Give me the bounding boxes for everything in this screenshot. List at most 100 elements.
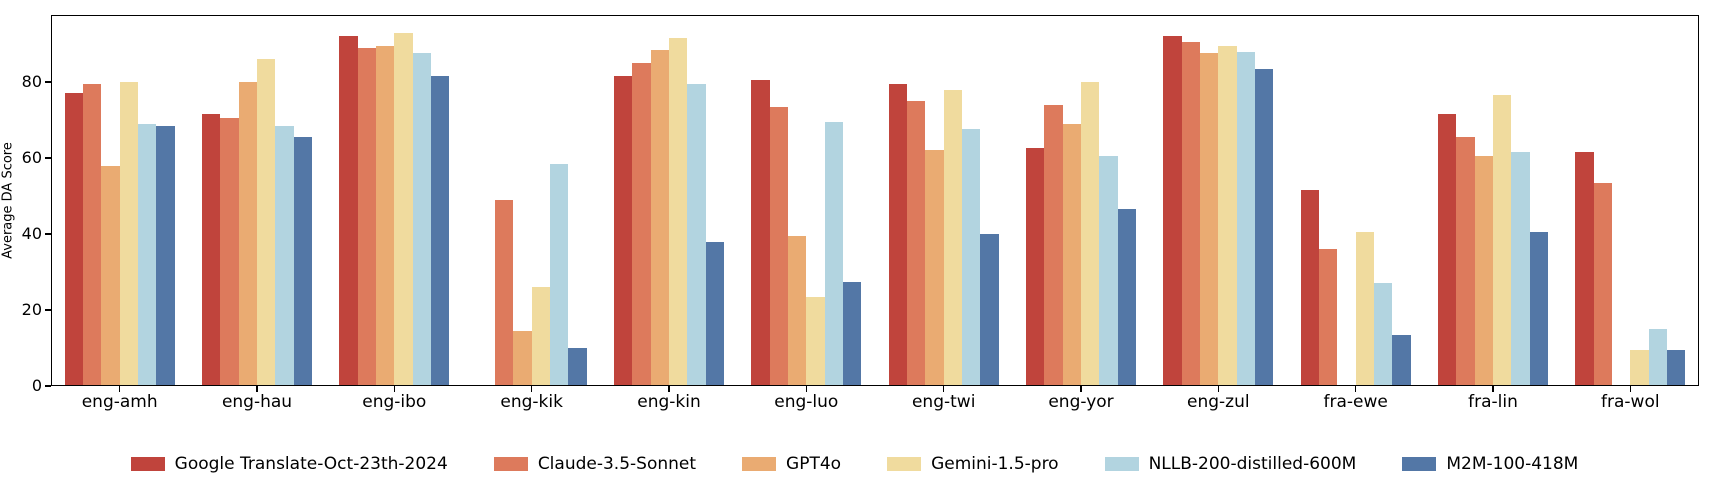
y-tick-mark	[45, 309, 51, 311]
y-tick-label: 80	[21, 71, 42, 91]
y-tick-mark	[45, 233, 51, 235]
bar	[119, 81, 138, 386]
y-tick-label: 40	[21, 224, 42, 243]
bar	[1374, 283, 1393, 386]
bar	[431, 76, 450, 386]
bar	[925, 150, 944, 386]
bar	[275, 125, 294, 386]
bar	[888, 83, 907, 386]
bar	[632, 62, 651, 386]
bar	[1392, 334, 1411, 386]
x-tick-label: eng-kin	[637, 392, 701, 412]
x-tick-mark	[1354, 386, 1357, 392]
bar	[1456, 137, 1475, 386]
x-tick-mark	[805, 386, 808, 392]
x-tick-label: eng-hau	[221, 392, 293, 412]
legend-item: Google Translate-Oct-23th-2024	[130, 454, 448, 474]
bar	[220, 118, 239, 386]
x-tick-label: eng-amh	[81, 392, 158, 412]
bar	[550, 163, 569, 386]
bar	[202, 114, 221, 386]
plot-area	[51, 15, 1699, 386]
legend-swatch-icon	[887, 457, 922, 471]
bar	[339, 36, 358, 386]
x-tick-label: eng-zul	[1187, 392, 1250, 412]
y-tick-mark	[45, 385, 51, 387]
bar	[1236, 51, 1255, 386]
x-tick-mark	[1629, 386, 1632, 392]
bar	[669, 38, 688, 386]
bar	[788, 235, 807, 386]
bar	[751, 80, 770, 386]
legend-label: M2M-100-418M	[1446, 454, 1579, 474]
legend-item: Gemini-1.5-pro	[887, 454, 1059, 474]
x-tick-label: fra-wol	[1601, 392, 1660, 412]
x-tick-label: eng-luo	[774, 392, 839, 412]
bar	[687, 83, 706, 386]
x-tick-mark	[668, 386, 670, 392]
x-tick-mark	[942, 386, 945, 392]
legend-swatch-icon	[1104, 457, 1139, 471]
bar	[1575, 152, 1594, 386]
bar	[769, 106, 788, 386]
bar	[824, 121, 843, 386]
y-tick-label: 60	[21, 147, 42, 167]
bar	[962, 129, 981, 386]
bar	[1511, 152, 1530, 386]
bar	[513, 330, 532, 386]
y-tick-label: 20	[21, 300, 42, 319]
bar	[1163, 36, 1182, 386]
bar	[1117, 209, 1136, 386]
bar	[1438, 114, 1457, 386]
legend: Google Translate-Oct-23th-2024 Claude-3.…	[0, 448, 1709, 480]
legend-label: Claude-3.5-Sonnet	[537, 454, 697, 474]
y-tick-mark	[45, 81, 51, 83]
legend-label: GPT4o	[786, 454, 842, 474]
bar	[1044, 104, 1063, 386]
legend-item: GPT4o	[742, 454, 841, 474]
x-tick-label: fra-ewe	[1323, 392, 1388, 412]
bar	[1493, 95, 1512, 386]
bar	[1630, 349, 1649, 386]
bar	[1181, 42, 1200, 386]
legend-swatch-icon	[493, 457, 528, 471]
bar	[531, 287, 550, 386]
bar	[1648, 329, 1667, 386]
bar	[1319, 249, 1338, 386]
legend-label: NLLB-200-distilled-600M	[1148, 454, 1357, 474]
bar	[614, 76, 633, 386]
bar	[843, 281, 862, 386]
bar	[1255, 68, 1274, 386]
bar	[101, 165, 120, 386]
bar	[293, 137, 312, 386]
legend-label: Gemini-1.5-pro	[931, 454, 1059, 474]
bar	[1355, 232, 1374, 386]
x-tick-mark	[1080, 386, 1082, 392]
legend-item: Claude-3.5-Sonnet	[493, 454, 697, 474]
bar	[376, 45, 395, 386]
x-tick-mark	[1217, 386, 1220, 392]
x-tick-mark	[393, 386, 396, 392]
legend-item: NLLB-200-distilled-600M	[1104, 454, 1357, 474]
bar	[394, 32, 413, 386]
bar	[495, 199, 514, 386]
bar	[257, 59, 276, 386]
bar	[238, 81, 257, 386]
x-tick-mark	[530, 386, 533, 392]
bar	[568, 348, 587, 386]
bar	[943, 89, 962, 386]
legend-swatch-icon	[742, 457, 777, 471]
x-tick-label: fra-lin	[1468, 392, 1518, 412]
bar	[907, 100, 926, 386]
legend-swatch-icon	[1402, 457, 1437, 471]
bar	[1300, 190, 1319, 386]
x-tick-label: eng-kik	[500, 392, 563, 412]
x-tick-label: eng-ibo	[362, 392, 427, 412]
legend-swatch-icon	[130, 457, 165, 471]
x-tick-mark	[118, 386, 121, 392]
bar	[64, 93, 83, 386]
bar	[1529, 232, 1548, 386]
bar	[980, 234, 999, 386]
x-tick-mark	[256, 386, 258, 392]
